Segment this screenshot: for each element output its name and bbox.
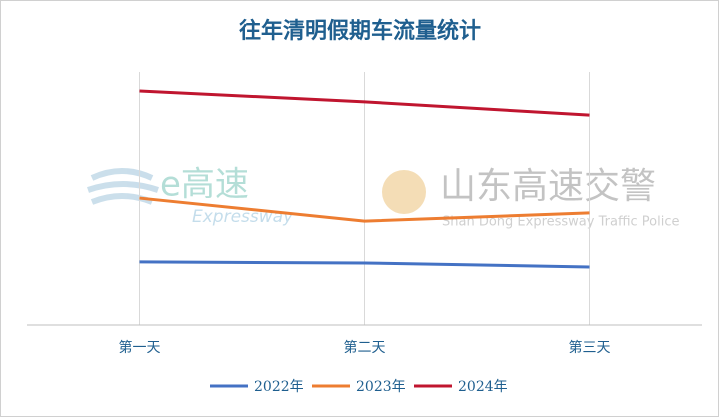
watermark-text: e高速 <box>160 165 249 205</box>
watermark-emblem <box>382 170 426 214</box>
watermark-text: Shan Dong Expressway Traffic Police <box>442 215 680 230</box>
x-tick-label: 第一天 <box>119 339 161 356</box>
legend-label: 2024年 <box>458 379 508 395</box>
watermark-text: 山东高速交警 <box>440 166 656 207</box>
series-line <box>139 89 590 117</box>
legend-label: 2023年 <box>356 379 406 395</box>
legend-label: 2022年 <box>254 379 304 395</box>
x-tick-label: 第三天 <box>569 339 611 356</box>
x-tick-label: 第二天 <box>344 339 386 356</box>
chart-title: 往年清明假期车流量统计 <box>239 18 481 44</box>
series-line <box>139 260 590 269</box>
series-line <box>139 196 590 223</box>
watermark-right: 山东高速交警 Shan Dong Expressway Traffic Poli… <box>382 166 680 230</box>
